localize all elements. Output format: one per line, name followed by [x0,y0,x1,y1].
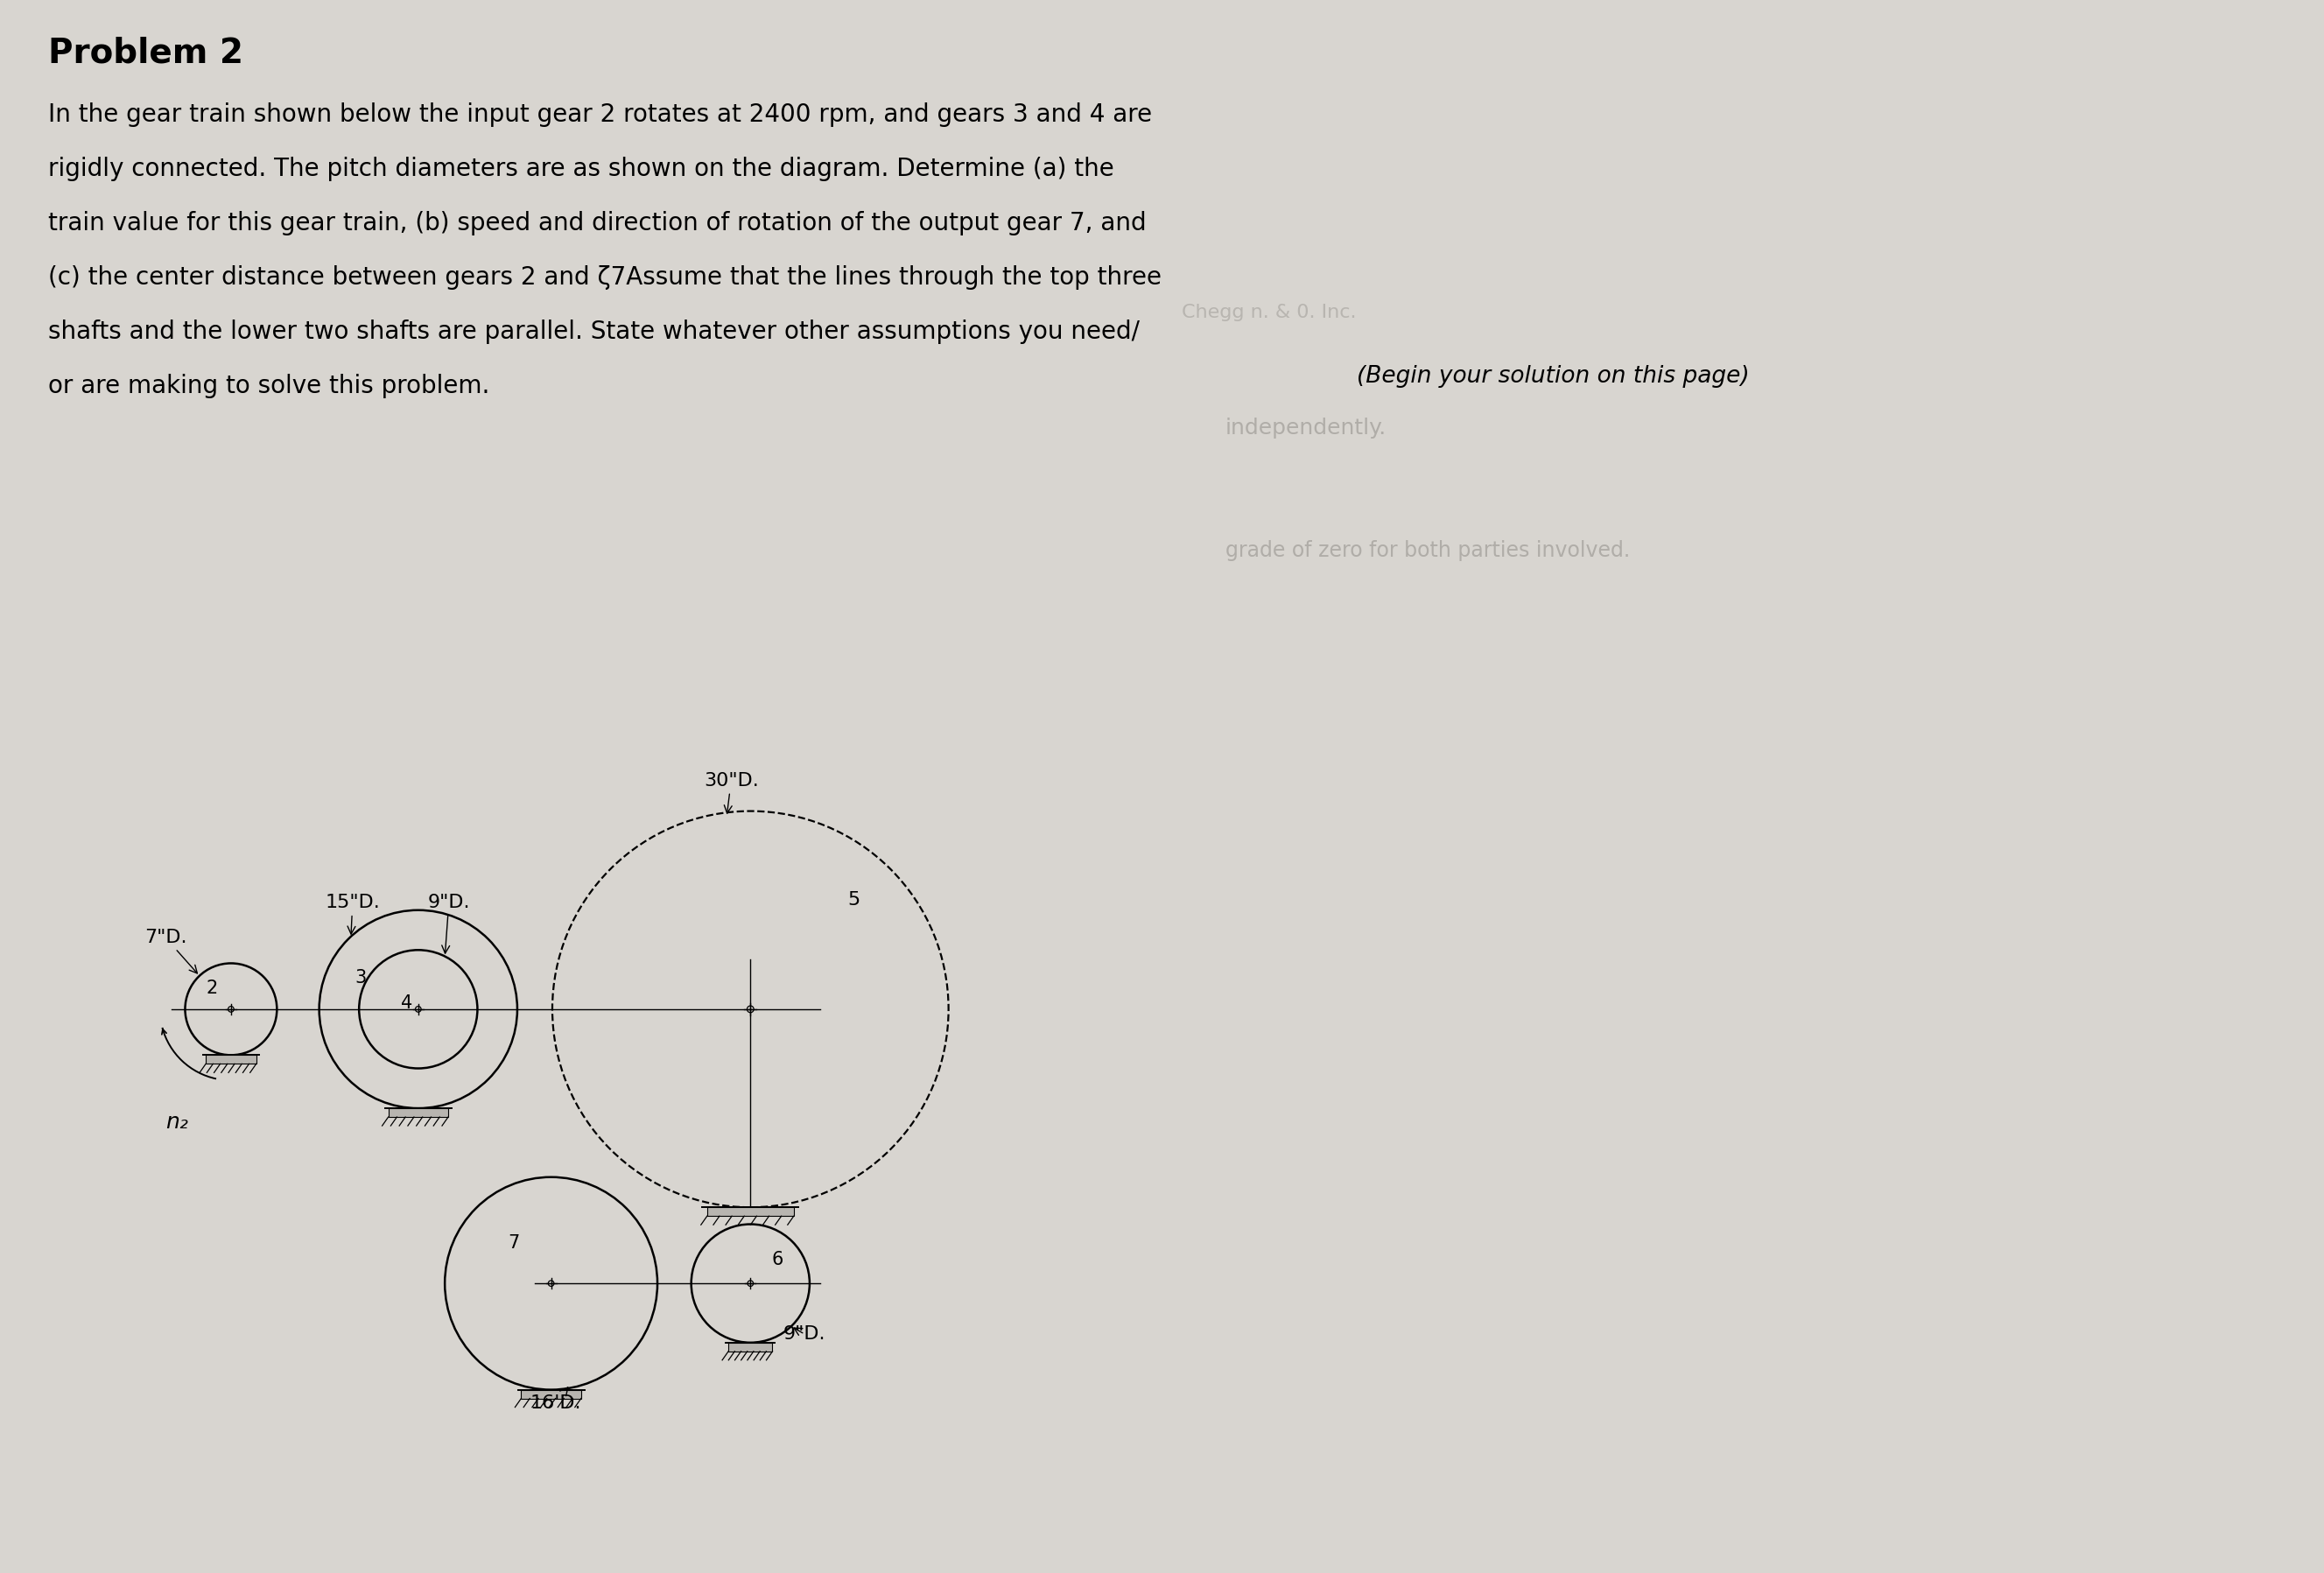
Bar [521,1389,581,1398]
Text: 30"D.: 30"D. [704,772,758,813]
Text: 3: 3 [356,969,367,986]
Text: 15"D.: 15"D. [325,893,381,934]
Text: rigidly connected. The pitch diameters are as shown on the diagram. Determine (a: rigidly connected. The pitch diameters a… [49,157,1113,181]
Text: 2: 2 [207,980,218,997]
Text: n₂: n₂ [165,1112,188,1133]
Bar [207,1055,256,1063]
Bar [706,1208,795,1216]
Text: (c) the center distance between gears 2 and ζ7Assume that the lines through the : (c) the center distance between gears 2 … [49,266,1162,289]
Text: 5: 5 [848,892,860,909]
Text: 7"D.: 7"D. [144,928,198,974]
Bar [388,1109,449,1117]
Text: independently.: independently. [1225,417,1387,439]
Bar [727,1343,772,1351]
Text: Chegg n. & 0. Inc.: Chegg n. & 0. Inc. [1181,304,1357,321]
Text: Problem 2: Problem 2 [49,36,244,71]
Text: In the gear train shown below the input gear 2 rotates at 2400 rpm, and gears 3 : In the gear train shown below the input … [49,102,1153,127]
Text: 6: 6 [772,1251,783,1268]
Text: grade of zero for both parties involved.: grade of zero for both parties involved. [1225,540,1629,562]
Text: 9"D.: 9"D. [783,1326,825,1343]
Text: 4: 4 [400,994,411,1011]
Text: train value for this gear train, (b) speed and direction of rotation of the outp: train value for this gear train, (b) spe… [49,211,1146,236]
Text: shafts and the lower two shafts are parallel. State whatever other assumptions y: shafts and the lower two shafts are para… [49,319,1139,344]
Text: 16'D.: 16'D. [530,1387,581,1411]
Text: or are making to solve this problem.: or are making to solve this problem. [49,374,490,398]
Text: (Begin your solution on this page): (Begin your solution on this page) [1357,365,1750,389]
Text: 9"D.: 9"D. [428,893,469,953]
Text: 7: 7 [509,1235,521,1252]
